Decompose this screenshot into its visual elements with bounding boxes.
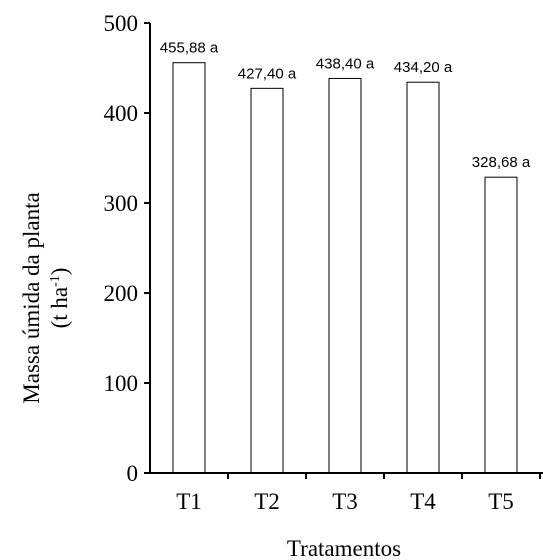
data-label-t1: 455,88 a [160, 40, 219, 57]
y-tick-label: 300 [104, 191, 139, 216]
y-axis-label-line2: (t ha-1) [47, 268, 72, 329]
bar-t1 [172, 62, 206, 474]
x-axis-ticks: T1 T2 T3 T4 T5 [176, 473, 541, 514]
bars [172, 62, 518, 474]
data-label-t2: 427,40 a [238, 65, 297, 82]
data-label-t3: 438,40 a [316, 55, 375, 72]
y-tick-label: 400 [104, 101, 139, 126]
y-axis-label-unit-sup: -1 [48, 275, 63, 287]
bar-t3 [328, 77, 362, 474]
y-axis-label-line1: Massa úmida da planta [19, 192, 44, 403]
x-tick-label-t5: T5 [488, 489, 514, 514]
y-tick-label: 200 [104, 281, 139, 306]
y-axis-label: Massa úmida da planta (t ha-1) [19, 192, 72, 403]
y-axis-label-unit-suffix: ) [47, 268, 72, 276]
y-axis-label-unit-prefix: (t ha [47, 287, 72, 329]
data-label-t4: 434,20 a [394, 59, 453, 76]
bar-t5 [484, 176, 518, 474]
y-axis-ticks: 0 100 200 300 400 500 [104, 11, 150, 486]
y-tick-label: 0 [127, 461, 139, 486]
x-tick-label-t2: T2 [254, 489, 280, 514]
bar-t2 [250, 87, 284, 474]
y-tick-label: 100 [104, 371, 139, 396]
x-tick-label-t4: T4 [410, 489, 436, 514]
data-labels: 455,88 a 427,40 a 438,40 a 434,20 a 328,68 a [160, 40, 531, 171]
x-tick-label-t1: T1 [176, 489, 202, 514]
data-label-t5: 328,68 a [472, 154, 531, 171]
x-tick-label-t3: T3 [332, 489, 358, 514]
x-axis-label: Tratamentos [287, 536, 401, 560]
bar-t4 [406, 81, 440, 474]
y-tick-label: 500 [104, 11, 139, 36]
